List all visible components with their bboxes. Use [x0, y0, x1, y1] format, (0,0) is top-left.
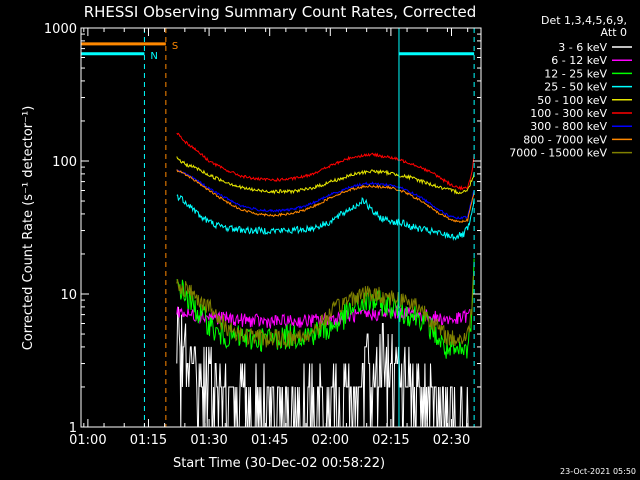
marker-label-S: S — [172, 41, 178, 52]
series-line-50-100keV — [176, 156, 475, 195]
y-tick-label: 100 — [52, 155, 77, 170]
y-tick-label: 1000 — [44, 22, 77, 37]
legend-label: 6 - 12 keV — [551, 54, 607, 67]
legend-label: 50 - 100 keV — [537, 94, 607, 107]
series-line-100-300keV — [176, 132, 475, 191]
x-tick-label: 02:15 — [372, 433, 409, 448]
legend-label: 12 - 25 keV — [544, 67, 607, 80]
x-tick-label: 01:45 — [251, 433, 288, 448]
series-line-300-800keV — [176, 169, 475, 220]
plot-frame — [80, 27, 482, 428]
legend-label: 100 - 300 keV — [530, 107, 607, 120]
legend-label: 25 - 50 keV — [544, 81, 607, 94]
y-tick-label: 10 — [60, 288, 77, 303]
chart-title: RHESSI Observing Summary Count Rates, Co… — [84, 3, 477, 21]
legend-label: 800 - 7000 keV — [523, 133, 607, 146]
legend-label: 3 - 6 keV — [558, 41, 607, 54]
y-axis-label: Corrected Count Rate (s⁻¹ detector⁻¹) — [21, 106, 36, 351]
legend-label: 7000 - 15000 keV — [509, 147, 607, 160]
axis-layer: 1 10 100 1000 01:00 01:15 01:30 01:45 02:00 02:15… — [44, 22, 481, 448]
legend-header: Det 1,3,4,5,6,9, — [541, 14, 627, 27]
series-line-7000-15000keV — [176, 271, 475, 348]
x-tick-label: 01:15 — [130, 433, 167, 448]
x-tick-label: 01:30 — [190, 433, 227, 448]
series-layer — [176, 132, 475, 427]
marker-layer — [81, 28, 475, 427]
legend-header: Att 0 — [601, 26, 627, 39]
legend-label: 300 - 800 keV — [530, 120, 607, 133]
x-tick-label: 02:30 — [433, 433, 470, 448]
marker-label-N: N — [150, 51, 157, 62]
x-axis-label: Start Time (30-Dec-02 00:58:22) — [173, 456, 385, 471]
timestamp: 23-Oct-2021 05:50 — [560, 467, 636, 476]
x-tick-label: 01:00 — [69, 433, 106, 448]
y-tick-label: 1 — [69, 421, 77, 436]
series-line-800-7000keV — [176, 169, 475, 224]
x-tick-label: 02:00 — [312, 433, 349, 448]
series-line-25-50keV — [176, 194, 475, 242]
series-line-3-6keV — [176, 306, 470, 427]
